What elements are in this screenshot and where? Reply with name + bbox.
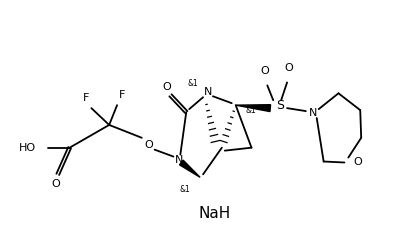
Text: NaH: NaH xyxy=(199,206,231,221)
Text: F: F xyxy=(119,90,125,100)
Text: HO: HO xyxy=(19,143,36,153)
Text: N: N xyxy=(309,108,317,118)
Text: O: O xyxy=(353,158,362,168)
Text: O: O xyxy=(162,82,171,92)
Text: S: S xyxy=(276,99,284,112)
Text: O: O xyxy=(144,140,153,150)
Polygon shape xyxy=(236,105,271,112)
Polygon shape xyxy=(179,160,200,177)
Text: N: N xyxy=(175,155,183,164)
Text: O: O xyxy=(51,179,60,189)
Text: &1: &1 xyxy=(179,185,190,194)
Text: O: O xyxy=(260,65,269,76)
Text: O: O xyxy=(285,63,294,73)
Text: &1: &1 xyxy=(246,106,256,115)
Text: &1: &1 xyxy=(187,79,198,88)
Text: F: F xyxy=(83,93,90,103)
Text: N: N xyxy=(204,87,212,97)
